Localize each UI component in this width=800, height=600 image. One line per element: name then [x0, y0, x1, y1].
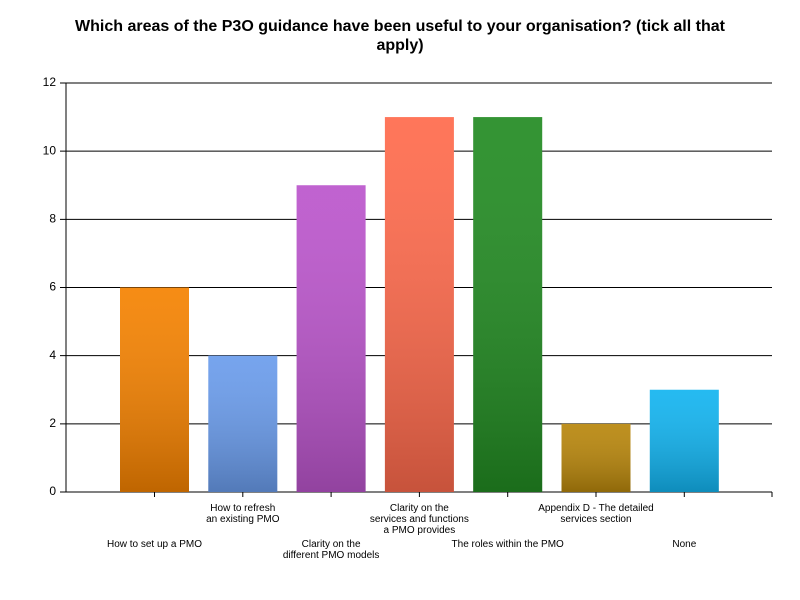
- y-tick-label: 12: [43, 75, 57, 89]
- x-tick-label: None: [672, 539, 697, 550]
- chart-title: Which areas of the P3O guidance have bee…: [75, 18, 725, 54]
- y-tick-label: 2: [49, 416, 56, 430]
- y-tick-label: 4: [49, 348, 56, 362]
- bar-shade: [384, 117, 454, 492]
- x-tick-label: The roles within the PMO: [451, 539, 564, 550]
- x-tick-label: Clarity on the services and functions a …: [369, 503, 469, 536]
- x-tick-label: Appendix D - The detailed services secti…: [538, 503, 654, 525]
- x-tick-label: How to refresh an existing PMO: [206, 503, 280, 525]
- y-tick-label: 6: [49, 280, 56, 294]
- bar-shade: [473, 117, 543, 492]
- y-tick-label: 8: [49, 212, 56, 226]
- bar-shade: [649, 389, 719, 492]
- bar-shade: [120, 287, 189, 492]
- y-tick-label: 10: [43, 143, 57, 157]
- bar-shade: [561, 423, 631, 492]
- x-tick-label: Clarity on the different PMO models: [282, 539, 380, 561]
- x-tick-label: How to set up a PMO: [106, 539, 203, 550]
- bar-shade: [296, 185, 366, 492]
- y-tick-label: 0: [49, 484, 56, 498]
- bar-shade: [208, 355, 278, 492]
